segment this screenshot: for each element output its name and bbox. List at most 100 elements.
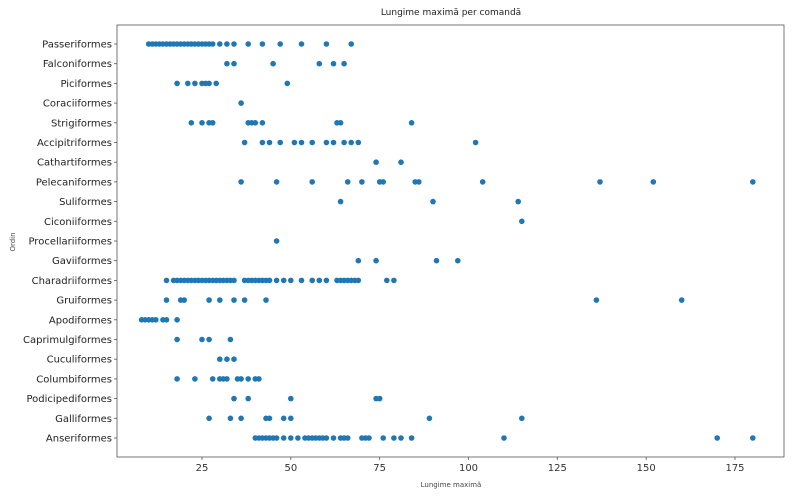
data-point-strigiformes [337, 120, 344, 126]
data-point-apodiformes [153, 317, 159, 323]
data-point-piciformes [174, 80, 180, 87]
y-tick-label-galliformes: Galliformes [55, 414, 112, 425]
data-point-anseriformes [408, 435, 415, 441]
data-point-passeriformes [298, 41, 305, 47]
y-tick-label-apodiformes: Apodiformes [49, 315, 112, 326]
plot-frame [116, 24, 785, 458]
y-tick-label-pelecaniformes: Pelecaniformes [36, 177, 112, 188]
data-point-anseriformes [366, 435, 372, 441]
data-point-piciformes [284, 80, 291, 87]
data-point-passeriformes [231, 41, 237, 47]
y-tick-label-anseriformes: Anseriformes [46, 434, 112, 445]
data-point-pelecaniformes [238, 179, 244, 185]
data-point-columbiformes [238, 376, 244, 382]
data-point-cathartiformes [373, 159, 379, 165]
data-point-anseriformes [391, 435, 397, 441]
data-point-ciconiiformes [519, 218, 525, 225]
data-point-charadriiformes [280, 277, 287, 284]
data-point-accipitriformes [241, 139, 248, 146]
data-point-galliformes [288, 415, 294, 422]
data-point-podicipediformes [245, 395, 251, 402]
data-point-passeriformes [323, 41, 330, 47]
data-point-falconiformes [330, 60, 337, 67]
data-point-galliformes [266, 415, 273, 422]
data-point-pelecaniformes [416, 179, 422, 185]
data-point-charadriiformes [266, 277, 273, 284]
data-point-podicipediformes [288, 395, 294, 402]
data-point-columbiformes [224, 376, 230, 382]
data-point-pelecaniformes [597, 179, 603, 185]
x-axis-title: Lungime maximă [421, 481, 482, 489]
x-tick-label-150: 150 [637, 463, 656, 474]
data-point-pelecaniformes [309, 179, 316, 185]
data-point-gruiformes [241, 297, 248, 303]
data-point-suliformes [337, 198, 344, 205]
data-point-passeriformes [224, 41, 230, 47]
data-point-charadriiformes [355, 277, 362, 284]
data-point-charadriiformes [316, 277, 323, 284]
data-point-charadriiformes [323, 277, 330, 284]
x-tick-label-25: 25 [196, 463, 209, 474]
data-point-galliformes [238, 415, 244, 422]
data-point-falconiformes [224, 60, 230, 67]
data-point-coraciiformes [238, 100, 244, 106]
data-point-gruiformes [181, 297, 187, 303]
data-point-galliformes [280, 415, 287, 422]
data-point-gruiformes [593, 297, 600, 303]
data-point-galliformes [206, 415, 212, 422]
data-point-galliformes [426, 415, 433, 422]
data-point-strigiformes [188, 120, 195, 126]
y-tick-label-procellariiformes: Procellariiformes [28, 237, 112, 248]
data-point-passeriformes [259, 41, 266, 47]
data-points [138, 41, 756, 441]
data-point-gruiformes [263, 297, 269, 303]
data-point-pelecaniformes [650, 179, 657, 185]
data-point-gaviiformes [355, 257, 362, 264]
data-point-gruiformes [231, 297, 237, 303]
y-tick-label-gruiformes: Gruiformes [56, 296, 112, 307]
data-point-anseriformes [330, 435, 337, 441]
data-point-charadriiformes [288, 277, 294, 284]
data-point-strigiformes [252, 120, 259, 126]
data-point-galliformes [227, 415, 234, 422]
data-point-pelecaniformes [359, 179, 365, 185]
data-point-columbiformes [256, 376, 262, 382]
data-point-pelecaniformes [273, 179, 280, 185]
data-point-falconiformes [270, 60, 276, 67]
data-point-anseriformes [501, 435, 507, 441]
data-point-podicipediformes [231, 395, 237, 402]
data-point-accipitriformes [298, 139, 305, 146]
y-tick-label-strigiformes: Strigiformes [51, 118, 112, 129]
data-point-caprimulgiformes [206, 336, 212, 343]
y-tick-label-caprimulgiformes: Caprimulgiformes [23, 335, 112, 346]
data-point-charadriiformes [391, 277, 397, 284]
data-point-piciformes [192, 80, 198, 87]
data-point-passeriformes [348, 41, 355, 47]
data-point-anseriformes [380, 435, 387, 441]
data-point-cuculiformes [224, 356, 230, 363]
data-point-anseriformes [344, 435, 351, 441]
y-tick-label-cathartiformes: Cathartiformes [37, 158, 112, 169]
data-point-falconiformes [231, 60, 237, 67]
data-point-charadriiformes [163, 277, 170, 284]
data-point-accipitriformes [330, 139, 337, 146]
chart-title: Lungime maximă per comandă [381, 8, 521, 18]
data-point-cuculiformes [217, 356, 223, 363]
data-point-charadriiformes [231, 277, 237, 284]
data-point-cuculiformes [231, 356, 237, 363]
y-tick-label-piciformes: Piciformes [60, 79, 112, 90]
data-point-accipitriformes [266, 139, 273, 146]
data-point-piciformes [213, 80, 219, 87]
data-point-accipitriformes [348, 139, 355, 146]
data-point-strigiformes [259, 120, 266, 126]
data-point-accipitriformes [259, 139, 266, 146]
data-point-accipitriformes [309, 139, 316, 146]
data-point-anseriformes [280, 435, 287, 441]
data-point-strigiformes [199, 120, 205, 126]
data-point-anseriformes [323, 435, 330, 441]
y-tick-label-suliformes: Suliformes [59, 197, 112, 208]
data-point-anseriformes [398, 435, 404, 441]
data-point-piciformes [206, 80, 212, 87]
data-point-gaviiformes [455, 257, 461, 264]
